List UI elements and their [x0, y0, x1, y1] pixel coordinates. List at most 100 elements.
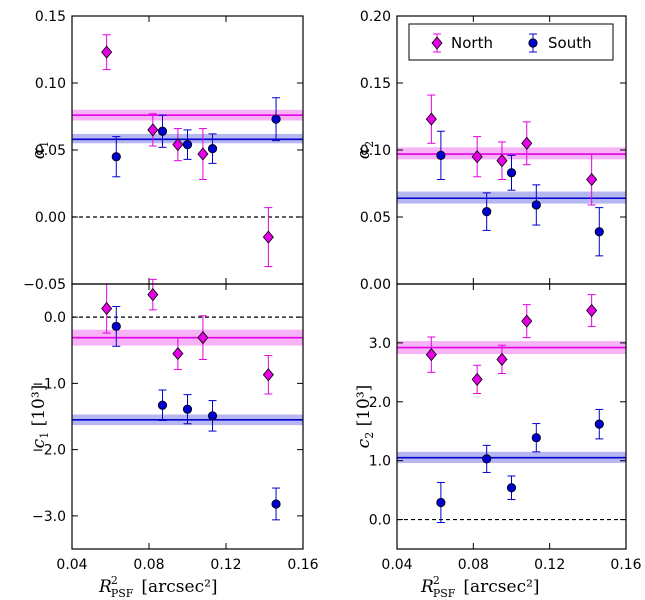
circle-marker — [271, 114, 281, 124]
data-point-north — [172, 337, 184, 370]
y-tick-label: 0.05 — [360, 210, 391, 226]
data-point-south — [207, 133, 218, 164]
x-tick-label: 0.08 — [133, 557, 164, 573]
diamond-marker — [147, 287, 159, 302]
data-point-south — [111, 306, 121, 347]
diamond-marker — [586, 172, 598, 187]
y-tick-label: −0.05 — [23, 277, 66, 293]
data-point-north — [521, 304, 533, 339]
y-tick-label: 2.0 — [369, 395, 391, 411]
data-point-north — [425, 336, 437, 373]
diamond-marker — [471, 372, 483, 387]
diamond-marker — [172, 346, 184, 361]
circle-marker — [157, 400, 168, 410]
y-axis-label-symbol: α — [29, 147, 49, 159]
data-point-north — [197, 128, 209, 180]
y-axis-label-subscript: 2 — [363, 141, 376, 148]
circle-marker — [111, 152, 121, 162]
circle-marker — [436, 497, 446, 508]
circle-marker — [111, 321, 121, 331]
x-tick-label: 0.08 — [458, 557, 489, 573]
data-point-south — [207, 400, 218, 432]
data-point-north — [262, 207, 274, 268]
data-point-north — [147, 113, 159, 147]
data-point-south — [111, 136, 121, 178]
data-point-north — [586, 153, 598, 206]
y-tick-label: 0.00 — [360, 277, 391, 293]
circle-marker — [482, 454, 492, 464]
circle-marker — [271, 499, 281, 509]
y-axis-label-units: [10³] — [29, 385, 49, 432]
circle-marker — [531, 200, 541, 210]
data-point-north — [425, 94, 437, 144]
y-tick-label: 0.10 — [360, 143, 391, 159]
data-point-south — [271, 487, 281, 521]
data-point-north — [496, 141, 508, 180]
data-point-south — [182, 129, 193, 160]
circle-marker — [157, 126, 168, 136]
y-tick-label: 3.0 — [369, 336, 391, 352]
panel-alpha2: 0.00 0.05 0.10 0.15 0.20 α2 — [354, 9, 627, 293]
y-axis-label-subscript: 2 — [363, 432, 376, 439]
data-point-north — [586, 294, 598, 327]
x-tick-label: 0.16 — [287, 557, 318, 573]
data-point-south — [436, 481, 446, 523]
y-axis-label-symbol: c — [354, 438, 374, 448]
circle-marker — [594, 227, 604, 237]
diamond-marker — [262, 230, 274, 244]
y-axis-label: α1 — [29, 141, 51, 159]
diamond-marker — [101, 301, 113, 316]
data-point-south — [271, 97, 281, 142]
diamond-marker — [521, 314, 533, 328]
x-tick-label: 0.16 — [610, 557, 641, 573]
x-axis-label-right: R2 PSF [arcsec²] — [420, 574, 540, 600]
circle-marker — [182, 404, 193, 414]
data-point-north — [471, 364, 483, 395]
data-point-south — [157, 114, 168, 148]
circle-marker — [506, 483, 517, 493]
y-axis-label-symbol: c — [29, 438, 49, 448]
diamond-marker — [262, 368, 274, 382]
y-axis-label: c1 [10³] — [29, 385, 51, 449]
diamond-marker — [425, 112, 437, 126]
x-tick-label: 0.04 — [56, 557, 87, 573]
legend-box — [408, 23, 614, 61]
data-point-north — [101, 34, 113, 71]
y-tick-label: 1.0 — [369, 454, 391, 470]
diamond-marker — [521, 136, 533, 150]
x-axis-label-left: R2 PSF [arcsec²] — [98, 574, 218, 600]
circle-marker — [482, 207, 492, 217]
panel-alpha1: −0.05 0.00 0.05 0.10 0.15 α1 — [23, 9, 304, 293]
data-point-south — [594, 408, 604, 440]
circle-marker — [207, 144, 218, 154]
axes-frame — [71, 283, 304, 550]
x-tick-label: 0.12 — [210, 557, 241, 573]
diamond-marker — [197, 331, 209, 345]
y-tick-label: 0.20 — [360, 9, 391, 25]
y-axis-label-units: [10³] — [354, 385, 374, 432]
diamond-marker — [101, 45, 113, 59]
data-point-south — [182, 394, 193, 425]
x-tick-label: 0.12 — [534, 557, 565, 573]
panels: −0.050.000.050.100.15α10.000.050.100.150… — [23, 9, 642, 573]
panel-c2: 0.0 1.0 2.0 3.0 0.04 0.08 0.12 0.16 c2 [10³] — [354, 283, 642, 573]
data-point-south — [594, 207, 604, 257]
legend-north-marker — [431, 33, 443, 53]
y-axis-label: α2 — [354, 141, 376, 159]
y-tick-label: 0.15 — [35, 9, 66, 25]
legend-north-label: North — [451, 34, 493, 52]
diamond-marker — [197, 147, 209, 161]
data-point-north — [197, 315, 209, 361]
data-point-north — [172, 128, 184, 162]
circle-marker — [182, 140, 193, 150]
circle-marker — [506, 168, 517, 178]
data-point-south — [482, 444, 492, 473]
x-tick-label: 0.04 — [381, 557, 412, 573]
circle-marker — [594, 419, 604, 429]
y-axis-label-symbol: α — [354, 147, 374, 159]
circle-marker — [531, 433, 541, 443]
y-axis-label-subscript: 1 — [38, 141, 51, 148]
y-tick-label: −2.0 — [32, 443, 66, 459]
diamond-marker — [147, 123, 159, 137]
legend-south-marker — [528, 33, 538, 53]
